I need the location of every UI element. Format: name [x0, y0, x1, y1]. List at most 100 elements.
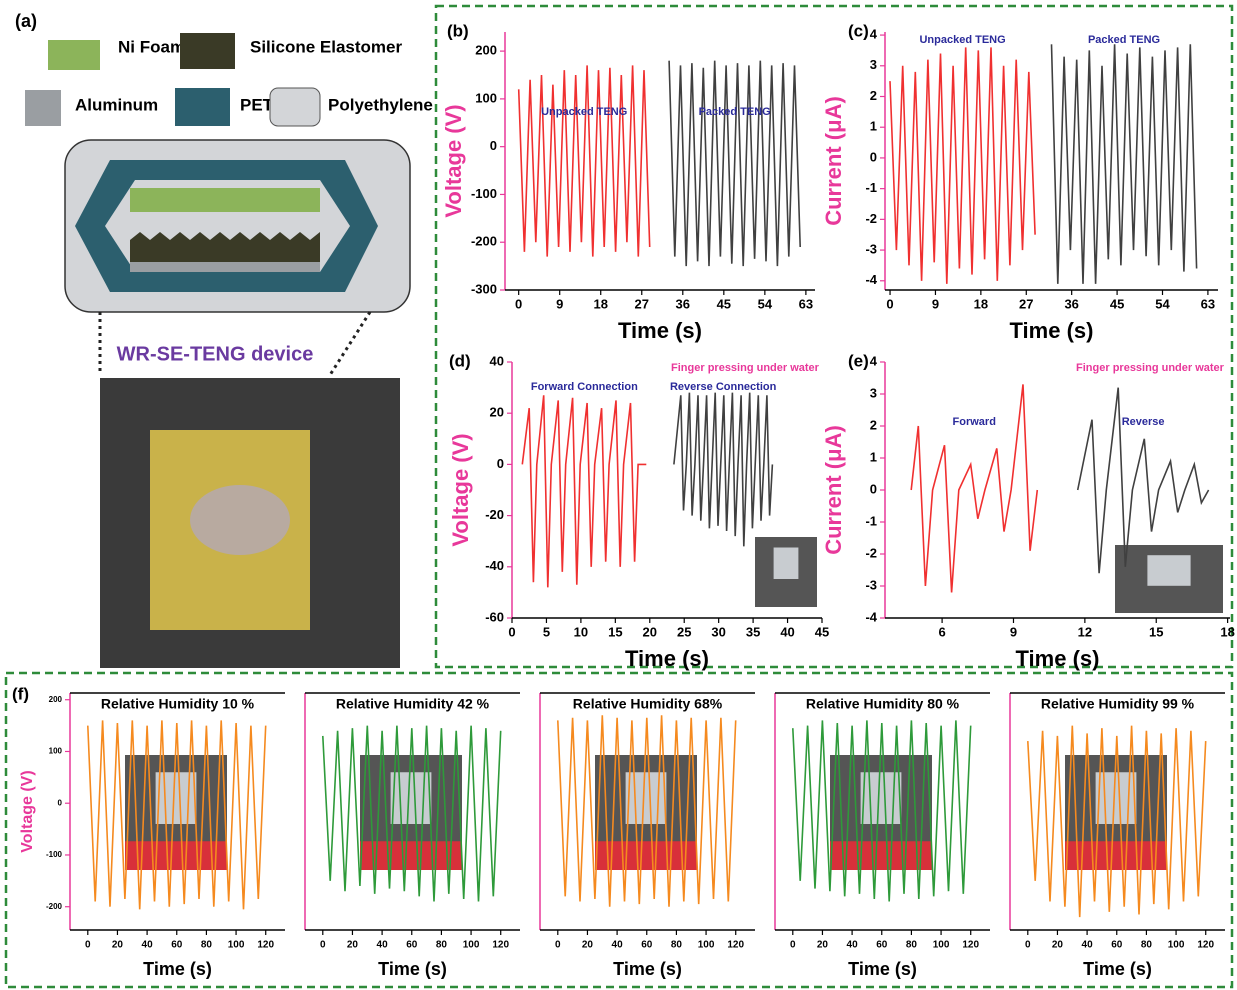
series-line	[1076, 387, 1210, 574]
y-tick-label: -100	[471, 186, 497, 201]
y-tick-label: 0	[870, 481, 877, 496]
legend-swatch	[48, 40, 100, 70]
x-tick-label: 0	[85, 940, 91, 951]
legend-swatch	[25, 90, 61, 126]
x-tick-label: 0	[886, 296, 893, 311]
chart-title: Relative Humidity 80 %	[806, 696, 960, 712]
inset-photo-detail	[860, 772, 902, 824]
x-tick-label: 9	[932, 296, 939, 311]
x-tick-label: 27	[635, 296, 649, 311]
x-tick-label: 80	[906, 940, 918, 951]
x-tick-label: 20	[643, 624, 657, 639]
x-tick-label: 35	[746, 624, 760, 639]
series-line	[517, 65, 651, 257]
x-tick-label: 100	[1168, 940, 1185, 951]
x-tick-label: 45	[717, 296, 731, 311]
x-tick-label: 120	[727, 940, 744, 951]
y-tick-label: -2	[865, 211, 877, 226]
inset-photo-detail	[1095, 772, 1137, 824]
x-axis-label: Time (s)	[625, 646, 709, 671]
series-line	[87, 720, 267, 910]
y-tick-label: 40	[490, 353, 504, 368]
device-label: WR-SE-TENG device	[117, 343, 314, 365]
inset-photo-detail	[155, 772, 197, 824]
y-tick-label: -200	[471, 234, 497, 249]
y-tick-label: 200	[49, 695, 63, 704]
series-line	[889, 47, 1036, 284]
x-axis-label: Time (s)	[613, 959, 682, 979]
zoom-line	[328, 311, 372, 376]
x-tick-label: 25	[677, 624, 691, 639]
series-line	[322, 725, 502, 902]
y-tick-label: -2	[865, 545, 877, 560]
y-tick-label: 0	[490, 138, 497, 153]
y-axis-label: Voltage (V)	[448, 433, 473, 546]
x-tick-label: 120	[1197, 940, 1214, 951]
y-tick-label: -4	[865, 609, 877, 624]
y-tick-label: 20	[490, 405, 504, 420]
x-tick-label: 40	[142, 940, 154, 951]
series-label: Forward Connection	[531, 381, 638, 393]
x-tick-label: 9	[556, 296, 563, 311]
y-tick-label: -200	[46, 902, 63, 911]
x-tick-label: 63	[799, 296, 813, 311]
x-tick-label: 27	[1019, 296, 1033, 311]
x-axis-label: Time (s)	[848, 959, 917, 979]
x-tick-label: 0	[790, 940, 796, 951]
series-line	[557, 715, 737, 907]
y-tick-label: -40	[485, 558, 504, 573]
x-tick-label: 6	[938, 624, 945, 639]
y-tick-label: -100	[46, 850, 63, 859]
y-tick-label: 2	[870, 88, 877, 103]
x-tick-label: 18	[1220, 624, 1234, 639]
x-tick-label: 36	[676, 296, 690, 311]
x-tick-label: 100	[698, 940, 715, 951]
x-axis-label: Time (s)	[1016, 646, 1100, 671]
y-axis-label: Current (μA)	[821, 425, 846, 555]
y-tick-label: -4	[865, 272, 877, 287]
panel-label: (b)	[447, 21, 469, 40]
y-tick-label: 3	[870, 57, 877, 72]
y-tick-label: 3	[870, 385, 877, 400]
y-tick-label: 100	[475, 90, 497, 105]
series-line	[521, 395, 647, 588]
x-tick-label: 20	[1052, 940, 1064, 951]
series-label: Reverse	[1122, 416, 1165, 428]
silicone-layer	[130, 232, 320, 262]
series-label: Unpacked TENG	[919, 34, 1005, 46]
x-tick-label: 18	[974, 296, 988, 311]
y-tick-label: 4	[870, 353, 878, 368]
y-axis-label: Voltage (V)	[441, 104, 466, 217]
x-tick-label: 9	[1010, 624, 1017, 639]
x-tick-label: 40	[847, 940, 859, 951]
x-axis-label: Time (s)	[378, 959, 447, 979]
x-tick-label: 54	[758, 296, 773, 311]
y-tick-label: -3	[865, 577, 877, 592]
x-tick-label: 60	[876, 940, 888, 951]
inset-photo-detail	[625, 772, 667, 824]
x-tick-label: 10	[574, 624, 588, 639]
x-tick-label: 80	[436, 940, 448, 951]
series-label: Unpacked TENG	[541, 106, 627, 118]
device-photo-detail	[190, 485, 290, 555]
y-tick-label: -60	[485, 609, 504, 624]
x-tick-label: 5	[543, 624, 550, 639]
x-tick-label: 0	[508, 624, 515, 639]
x-tick-label: 45	[815, 624, 829, 639]
x-tick-label: 60	[406, 940, 418, 951]
annotation: Finger pressing under water	[671, 362, 820, 374]
x-axis-label: Time (s)	[1010, 318, 1094, 343]
x-tick-label: 40	[612, 940, 624, 951]
legend-label: Silicone Elastomer	[250, 37, 402, 56]
legend-label: Ni Foam	[118, 37, 185, 56]
x-tick-label: 60	[1111, 940, 1123, 951]
x-axis-label: Time (s)	[618, 318, 702, 343]
group-box	[4, 671, 1234, 989]
annotation: Finger pressing under water	[1076, 362, 1225, 374]
x-tick-label: 120	[257, 940, 274, 951]
y-tick-label: -3	[865, 242, 877, 257]
x-tick-label: 20	[582, 940, 594, 951]
x-tick-label: 100	[228, 940, 245, 951]
y-tick-label: 4	[870, 27, 878, 42]
y-tick-label: -20	[485, 507, 504, 522]
